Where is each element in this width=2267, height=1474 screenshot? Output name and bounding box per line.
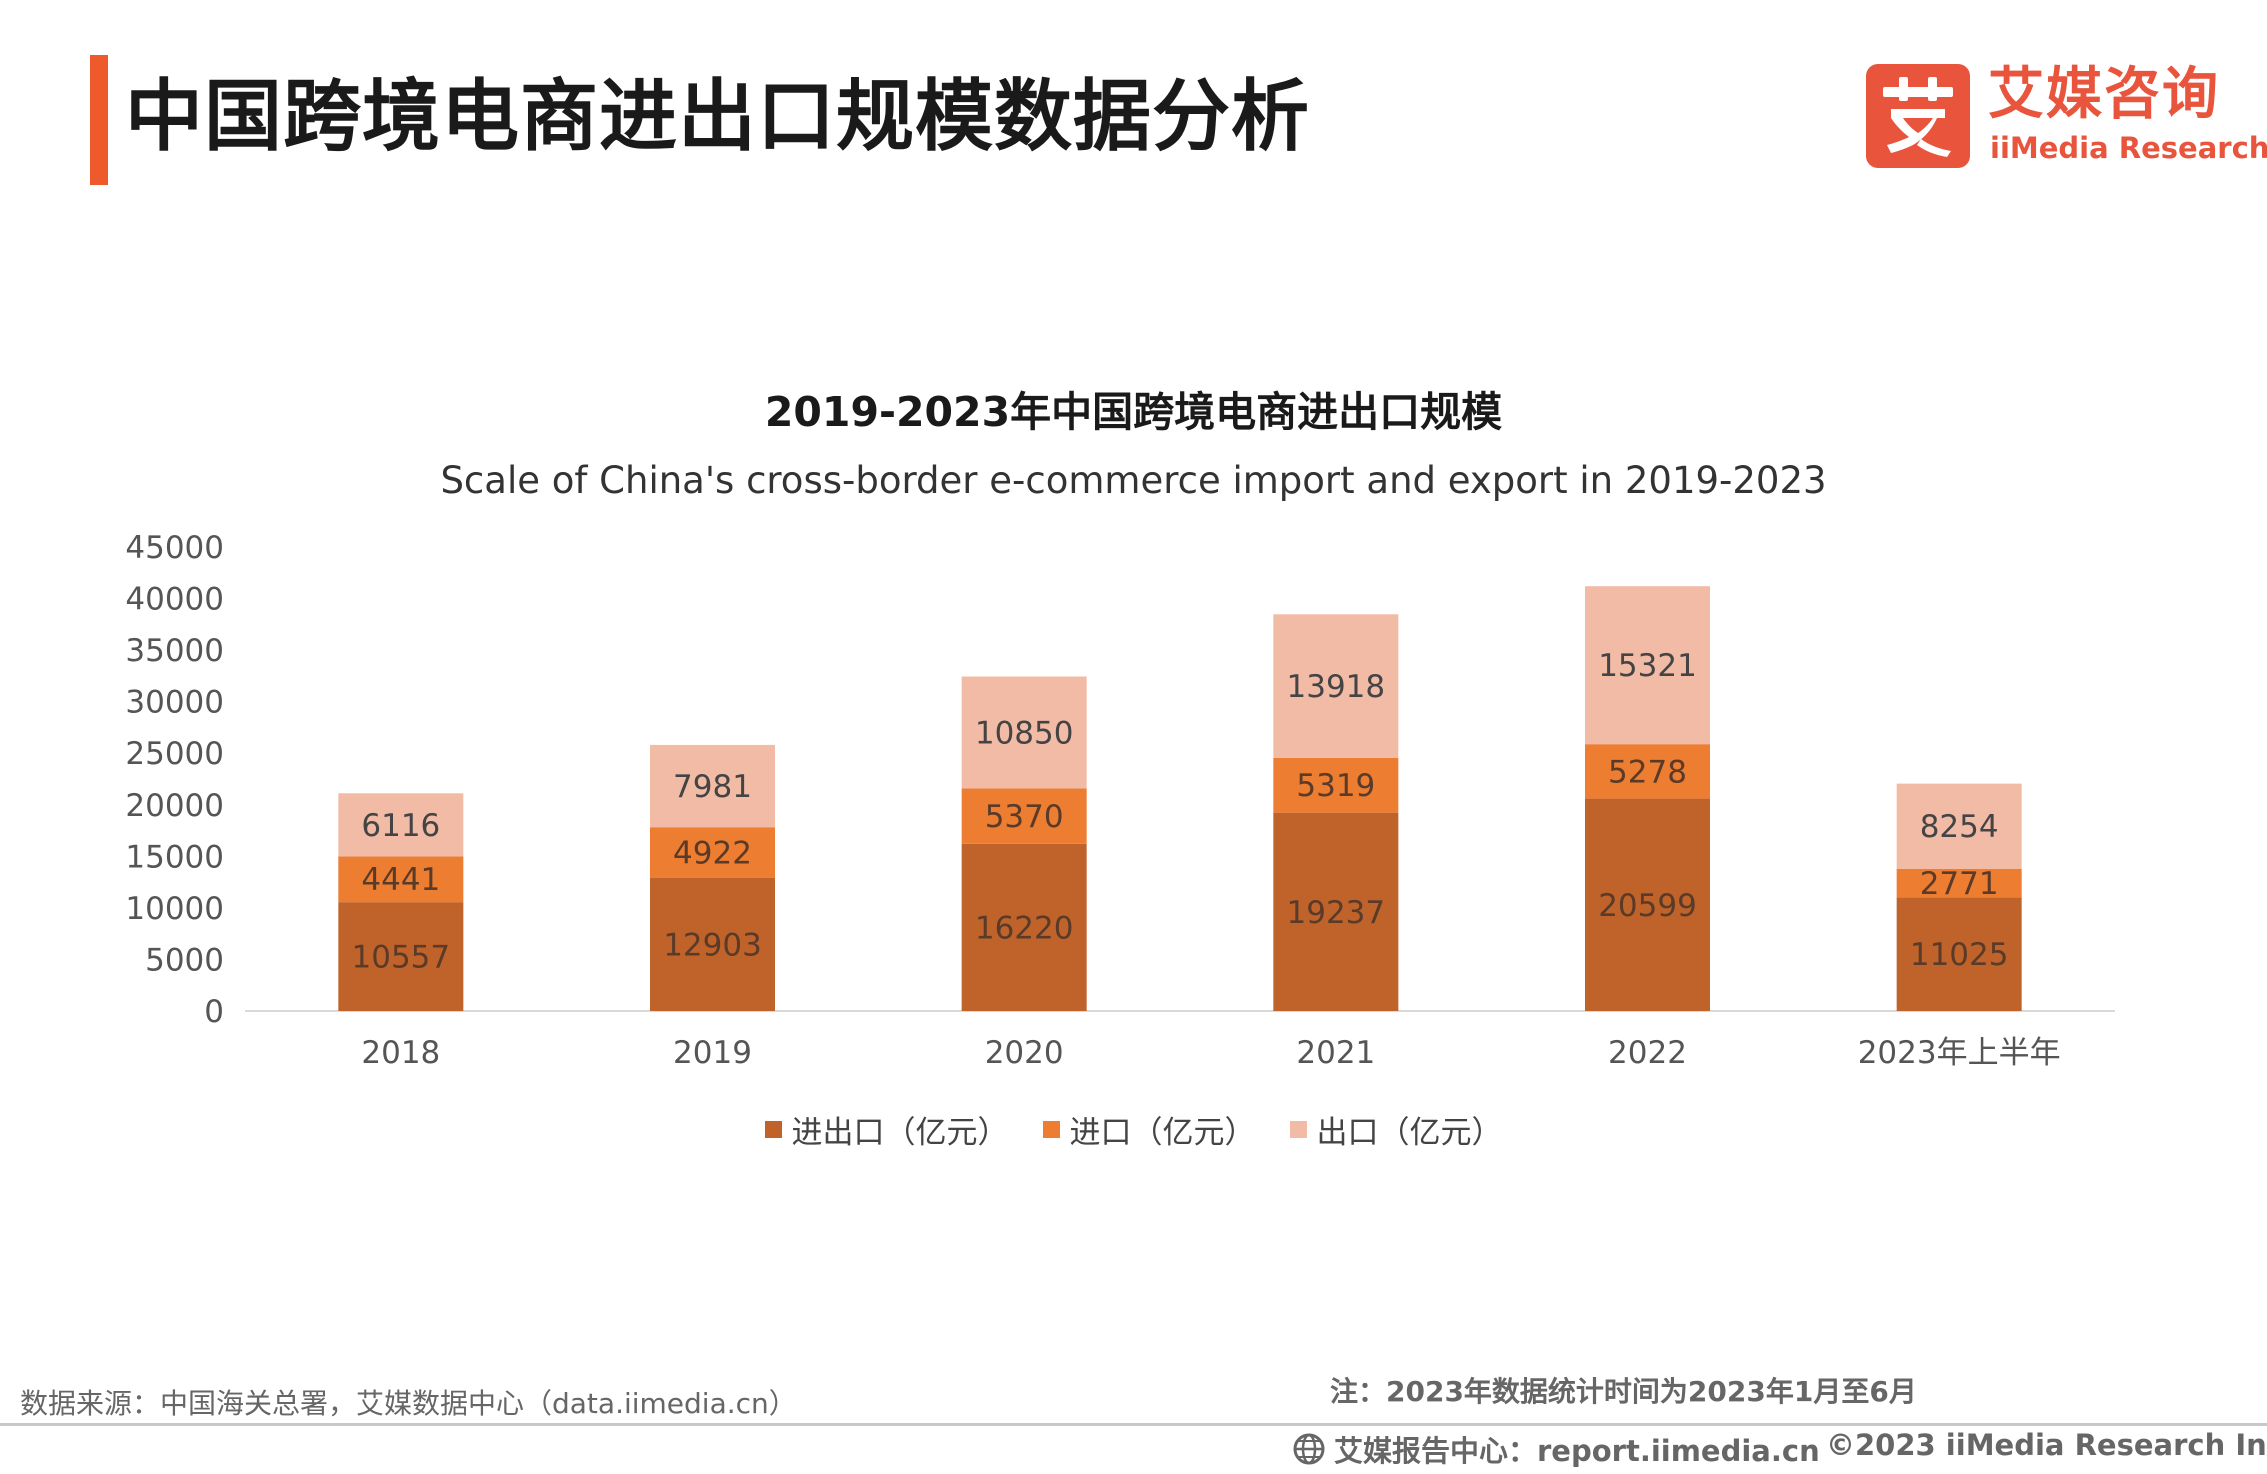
footer-divider [0,1423,2267,1426]
report-center: 艾媒报告中心：report.iimedia.cn [1292,1428,1820,1470]
legend-swatch [1289,1120,1307,1138]
y-tick-label: 25000 [125,736,224,772]
data-label: 5319 [1296,768,1375,804]
bar-segment [1585,586,1710,745]
bar-segment [338,793,464,857]
data-label: 7981 [673,769,752,805]
bar-segment [1273,614,1399,758]
y-tick-label: 15000 [125,839,224,875]
data-label: 4441 [361,862,440,898]
data-label: 13918 [1287,669,1386,705]
data-label: 19237 [1287,895,1386,931]
legend-label: 进口（亿元） [1069,1114,1256,1151]
legend-label: 出口（亿元） [1316,1114,1503,1151]
chart-subtitle: Scale of China's cross-border e-commerce… [440,459,1827,502]
brand-name-en: iiMedia Research [1990,131,2267,165]
x-tick-label: 2019 [673,1035,752,1071]
legend-label: 进出口（亿元） [791,1114,1009,1151]
y-tick-label: 30000 [125,685,224,721]
brand-logo: 艾媒咨询 iiMedia Research [1866,62,2267,170]
legend-item: 进出口（亿元） [764,1107,1009,1152]
y-tick-label: 20000 [125,788,224,824]
bar-segment [650,744,775,828]
bar-segment [338,856,464,903]
y-tick-label: 35000 [125,633,224,669]
page-title: 中国跨境电商进出口规模数据分析 [125,72,1311,162]
bar-segment [1585,744,1710,799]
y-tick-label: 40000 [125,582,224,618]
bar-segment [961,843,1087,1011]
y-tick-label: 10000 [125,891,224,927]
legend-swatch [1042,1120,1060,1138]
data-label: 11025 [1910,937,2009,973]
data-source: 数据来源：中国海关总署，艾媒数据中心（data.iimedia.cn） [20,1387,797,1420]
title-accent-bar [90,55,108,185]
stacked-bar-chart: 0 5000 10000 15000 20000 25000 30000 35000 40000… [125,530,2115,1071]
y-tick-label: 45000 [125,530,224,566]
y-tick-label: 0 [204,994,224,1030]
bar-segment [1896,897,2022,1011]
bar-segment [338,902,464,1011]
bar-segment [1585,798,1710,1011]
x-tick-label: 2023年上半年 [1858,1035,2061,1071]
data-label: 20599 [1598,888,1697,924]
data-label: 4922 [673,836,752,872]
data-label: 5278 [1608,754,1687,790]
x-tick-label: 2018 [361,1035,440,1071]
copyright: ©2023 iiMedia Research Inc [1826,1428,2267,1462]
bar-segment [961,676,1087,789]
bar-segment [1896,783,2022,869]
x-tick-label: 2020 [985,1035,1064,1071]
data-label: 10850 [975,715,1074,751]
data-label: 16220 [975,910,1074,946]
bar-segment [961,788,1087,844]
data-note: 注：2023年数据统计时间为2023年1月至6月 [1330,1375,1917,1408]
brand-mark-icon [1866,64,1970,168]
chart-title: 2019-2023年中国跨境电商进出口规模 [764,388,1503,436]
report-center-text: 艾媒报告中心：report.iimedia.cn [1334,1434,1820,1468]
data-label: 6116 [361,808,440,844]
data-label: 5370 [985,799,1064,835]
bar-segment [1896,868,2022,898]
bar-segment [650,877,775,1011]
bar-segment [1273,812,1399,1011]
legend-item: 出口（亿元） [1289,1107,1503,1152]
data-label: 8254 [1920,809,1999,845]
data-label: 10557 [352,940,451,976]
legend-swatch [764,1120,782,1138]
brand-name-cn: 艾媒咨询 [1988,62,2220,127]
data-label: 2771 [1920,866,1999,902]
data-label: 12903 [663,927,762,963]
x-tick-label: 2021 [1296,1035,1375,1071]
globe-icon [1293,1433,1325,1465]
data-label: 15321 [1598,648,1697,684]
bar-segment [1273,757,1399,813]
bar-segment [650,827,775,878]
brand-glyph-icon [1883,77,1953,157]
y-tick-label: 5000 [145,942,224,978]
x-tick-label: 2022 [1608,1035,1687,1071]
chart-legend: 进出口（亿元） 进口（亿元） 出口（亿元） [0,1106,2267,1152]
legend-item: 进口（亿元） [1042,1107,1256,1152]
